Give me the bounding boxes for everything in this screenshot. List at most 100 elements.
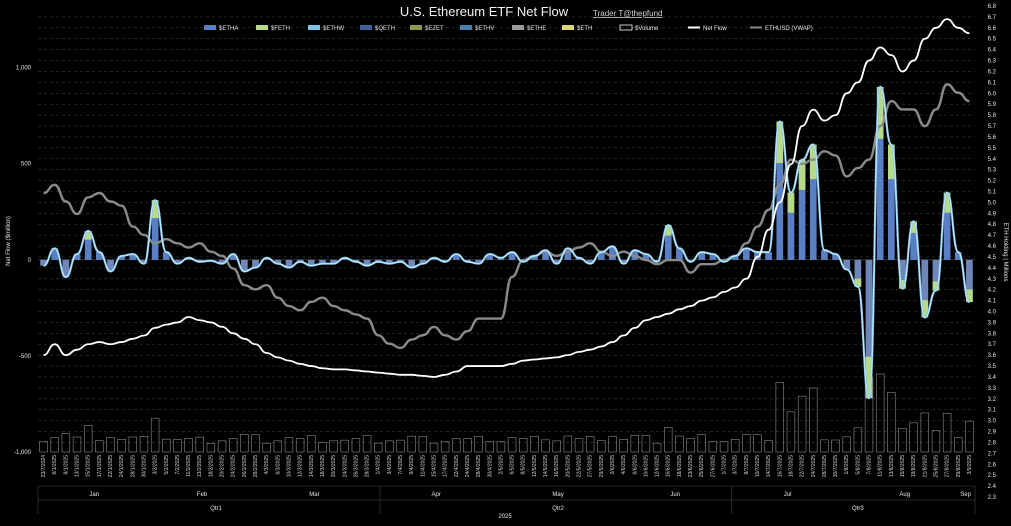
net-flow-bar [62,259,70,278]
date-tick-label: 4/6/2025 [621,455,627,475]
month-label: Sep [960,492,971,498]
volume-bar [519,438,528,453]
date-tick-label: 30/7/2025 [833,455,839,477]
series-lines [43,18,971,400]
volume-bar [273,440,283,453]
volume-bar [83,425,93,453]
date-tick-label: 7/4/2025 [398,455,404,475]
net-flow-bar [642,254,650,260]
volume-bar [697,434,706,453]
volume-bar [820,439,829,453]
net-flow-bar [609,246,616,260]
date-tick-label: 3/2/2025 [153,455,159,475]
right-tick-label: 3.9 [988,320,997,326]
volume-bar [496,441,506,453]
volume-bar [229,438,238,453]
left-tick-label: 1,000 [16,66,32,72]
date-tick-label: 3/7/2025 [733,455,739,475]
volume-bar [853,427,863,453]
date-tick-label: 26/3/2025 [353,455,359,477]
date-tick-label: 12/5/2025 [532,455,538,477]
volume-bar [652,442,662,453]
net-flow-bar [174,259,181,264]
feth-segment [876,86,884,139]
right-tick-label: 3.3 [988,386,997,392]
net-flow-bar [698,252,706,260]
volume-bar [641,435,651,453]
date-tick-label: 17/4/2025 [443,455,449,477]
date-tick-label: 24/2/2025 [231,455,237,477]
volume-bar [362,435,372,453]
date-tick-label: 12/6/2025 [655,455,661,477]
date-tick-label: 5/2/2025 [164,455,170,475]
volume-bar [61,433,71,453]
volume-bar [608,436,617,453]
date-tick-label: 18/7/2025 [788,455,794,477]
volume-bars [39,373,974,453]
date-tick-label: 13/1/2025 [75,455,81,477]
date-tick-label: 22/5/2025 [577,455,583,477]
date-tick-label: 28/3/2025 [365,455,371,477]
legend-label: $ETHW [323,26,344,32]
date-tick-label: 28/1/2025 [130,455,136,477]
volume-bar [106,437,115,453]
date-tick-label: 28/4/2025 [476,455,482,477]
date-tick-label: 16/5/2025 [554,455,560,477]
right-tick-label: 3.6 [988,353,997,359]
date-tick-label: 11/8/2025 [878,455,884,477]
feth-segment [787,192,795,213]
net-flow-bar [486,254,494,260]
volume-bar [541,439,550,453]
month-label: May [552,492,563,498]
legend-label: $ETHV [475,26,494,32]
date-tick-label: 1/7/2025 [722,455,728,475]
date-tick-label: 8/5/2025 [521,455,527,475]
volume-bar [217,440,227,453]
chart-credit-link[interactable]: Trader T@thepfund [593,9,663,18]
volume-bar [162,438,171,453]
volume-bar [887,392,896,453]
volume-bar [809,387,818,453]
month-label: Feb [197,492,208,498]
net-flow-bar [508,252,516,260]
left-tick-label: 0 [28,258,32,264]
net-flow-bar [676,248,683,260]
quarter-label: Qtr3 [852,506,864,512]
net-flow-bar [921,259,929,318]
net-flow-bar [765,252,772,260]
volume-bar [50,437,59,453]
date-tick-label: 17/1/2025 [97,455,103,477]
legend-swatch [308,25,320,30]
net-flow-bar [966,259,973,303]
volume-bar [295,438,305,453]
date-tick-label: 28/2/2025 [253,455,259,477]
right-tick-label: 5.9 [988,102,997,108]
grid-lines [38,16,975,443]
date-tick-label: 20/2/2025 [220,455,226,477]
net-flow-bar [363,259,371,266]
legend-label: $QETH [375,26,395,32]
net-flow-bar [241,259,248,272]
net-flow-bar [140,259,148,264]
left-tick-label: -1,000 [14,450,32,456]
right-tick-label: 5.1 [988,189,997,195]
date-tick-label: 1/8/2025 [844,455,850,475]
eth-price-line [43,83,970,350]
net-flow-bar [330,259,337,264]
left-tick-label: -500 [19,354,32,360]
volume-bar [474,436,483,453]
date-tick-label: 6/1/2025 [52,455,58,475]
net-flow-bar [274,259,282,264]
legend-label: Net Flow [703,26,727,32]
volume-bar [240,434,249,453]
legend-label: $EZET [425,26,444,32]
legend-label: $Volume [635,26,659,32]
date-tick-label: 19/8/2025 [911,455,917,477]
volume-bar [753,434,762,453]
volume-bar [898,428,907,453]
feth-segment [809,144,817,180]
month-label: Apr [432,492,441,498]
feth-segment [151,200,159,219]
net-flow-bar [586,259,594,264]
volume-bar [284,437,294,453]
